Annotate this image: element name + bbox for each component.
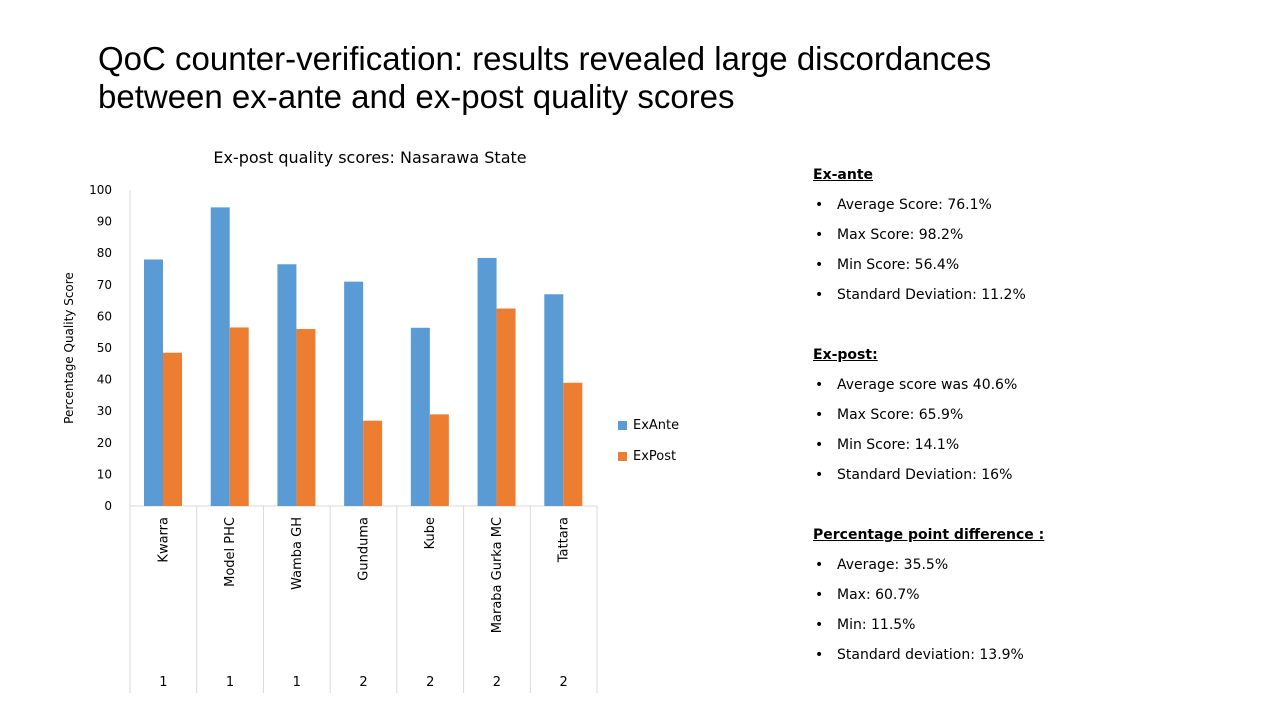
y-tick-label: 20 xyxy=(97,436,112,450)
bullet-item: Max Score: 98.2% xyxy=(813,225,1273,255)
bullet-item: Average Score: 76.1% xyxy=(813,195,1273,225)
group-label: 2 xyxy=(560,675,568,690)
legend-label-expost: ExPost xyxy=(633,449,677,464)
slide-title: QoC counter-verification: results reveal… xyxy=(98,40,1118,116)
slide-title-line-2: between ex-ante and ex-post quality scor… xyxy=(98,78,735,115)
bullet-list: Average Score: 76.1% Max Score: 98.2% Mi… xyxy=(813,195,1273,315)
chart-title: Ex-post quality scores: Nasarawa State xyxy=(213,148,527,167)
group-label: 1 xyxy=(293,675,301,690)
bar-exante-4 xyxy=(410,327,430,506)
bar-exante-0 xyxy=(144,259,163,506)
bullet-item: Min Score: 56.4% xyxy=(813,255,1273,285)
bullet-list: Average score was 40.6% Max Score: 65.9%… xyxy=(813,375,1273,495)
bullet-item: Average: 35.5% xyxy=(813,555,1273,585)
category-label: Model PHC xyxy=(223,517,238,587)
group-label: 2 xyxy=(493,675,501,690)
bar-exante-3 xyxy=(344,281,364,506)
bullet-item: Average score was 40.6% xyxy=(813,375,1273,405)
chart-legend: ExAnte ExPost xyxy=(618,410,679,472)
bar-expost-5 xyxy=(496,308,516,506)
group-label: 1 xyxy=(226,675,234,690)
legend-swatch-exante xyxy=(618,421,627,430)
bar-expost-6 xyxy=(563,382,583,506)
bar-exante-2 xyxy=(277,264,297,506)
summary-panel: Ex-ante Average Score: 76.1% Max Score: … xyxy=(813,165,1273,705)
y-tick-label: 50 xyxy=(97,341,112,355)
section-heading-difference: Percentage point difference : xyxy=(813,527,1045,543)
bar-expost-2 xyxy=(296,329,316,506)
y-tick-label: 100 xyxy=(89,183,112,197)
summary-section-expost: Ex-post: Average score was 40.6% Max Sco… xyxy=(813,345,1273,495)
category-label: Wamba GH xyxy=(290,517,305,590)
section-heading-exante: Ex-ante xyxy=(813,167,874,183)
y-tick-label: 10 xyxy=(97,467,112,481)
y-tick-label: 80 xyxy=(97,246,112,260)
y-tick-label: 60 xyxy=(97,309,112,323)
category-label: Kube xyxy=(423,517,438,549)
bar-expost-3 xyxy=(363,420,383,506)
bullet-item: Max Score: 65.9% xyxy=(813,405,1273,435)
bar-expost-1 xyxy=(229,327,249,506)
slide-title-line-1: QoC counter-verification: results reveal… xyxy=(98,40,992,77)
y-tick-label: 0 xyxy=(104,499,112,513)
legend-item-exante: ExAnte xyxy=(618,410,679,441)
bullet-list: Average: 35.5% Max: 60.7% Min: 11.5% Sta… xyxy=(813,555,1273,675)
summary-section-exante: Ex-ante Average Score: 76.1% Max Score: … xyxy=(813,165,1273,315)
y-axis-title: Percentage Quality Score xyxy=(62,272,76,424)
group-label: 2 xyxy=(359,675,367,690)
bar-expost-4 xyxy=(429,414,449,506)
category-label: Gunduma xyxy=(357,517,372,581)
bullet-item: Min Score: 14.1% xyxy=(813,435,1273,465)
category-label: Tattara xyxy=(557,517,572,563)
category-label: Maraba Gurka MC xyxy=(490,517,505,633)
y-tick-label: 40 xyxy=(97,373,112,387)
section-heading-expost: Ex-post: xyxy=(813,347,878,363)
legend-label-exante: ExAnte xyxy=(633,418,680,433)
bullet-item: Standard Deviation: 11.2% xyxy=(813,285,1273,315)
group-label: 1 xyxy=(159,675,167,690)
y-tick-label: 70 xyxy=(97,278,112,292)
y-tick-label: 30 xyxy=(97,404,112,418)
bar-exante-6 xyxy=(544,294,564,506)
y-tick-label: 90 xyxy=(97,215,112,229)
bar-exante-5 xyxy=(477,257,497,506)
category-label: Kwarra xyxy=(156,517,171,563)
bullet-item: Min: 11.5% xyxy=(813,615,1273,645)
summary-section-difference: Percentage point difference : Average: 3… xyxy=(813,525,1273,675)
bullet-item: Max: 60.7% xyxy=(813,585,1273,615)
legend-swatch-expost xyxy=(618,452,627,461)
bullet-item: Standard deviation: 13.9% xyxy=(813,645,1273,675)
bar-exante-1 xyxy=(210,207,230,506)
bar-expost-0 xyxy=(163,352,182,506)
bullet-item: Standard Deviation: 16% xyxy=(813,465,1273,495)
legend-item-expost: ExPost xyxy=(618,441,679,472)
group-label: 2 xyxy=(426,675,434,690)
